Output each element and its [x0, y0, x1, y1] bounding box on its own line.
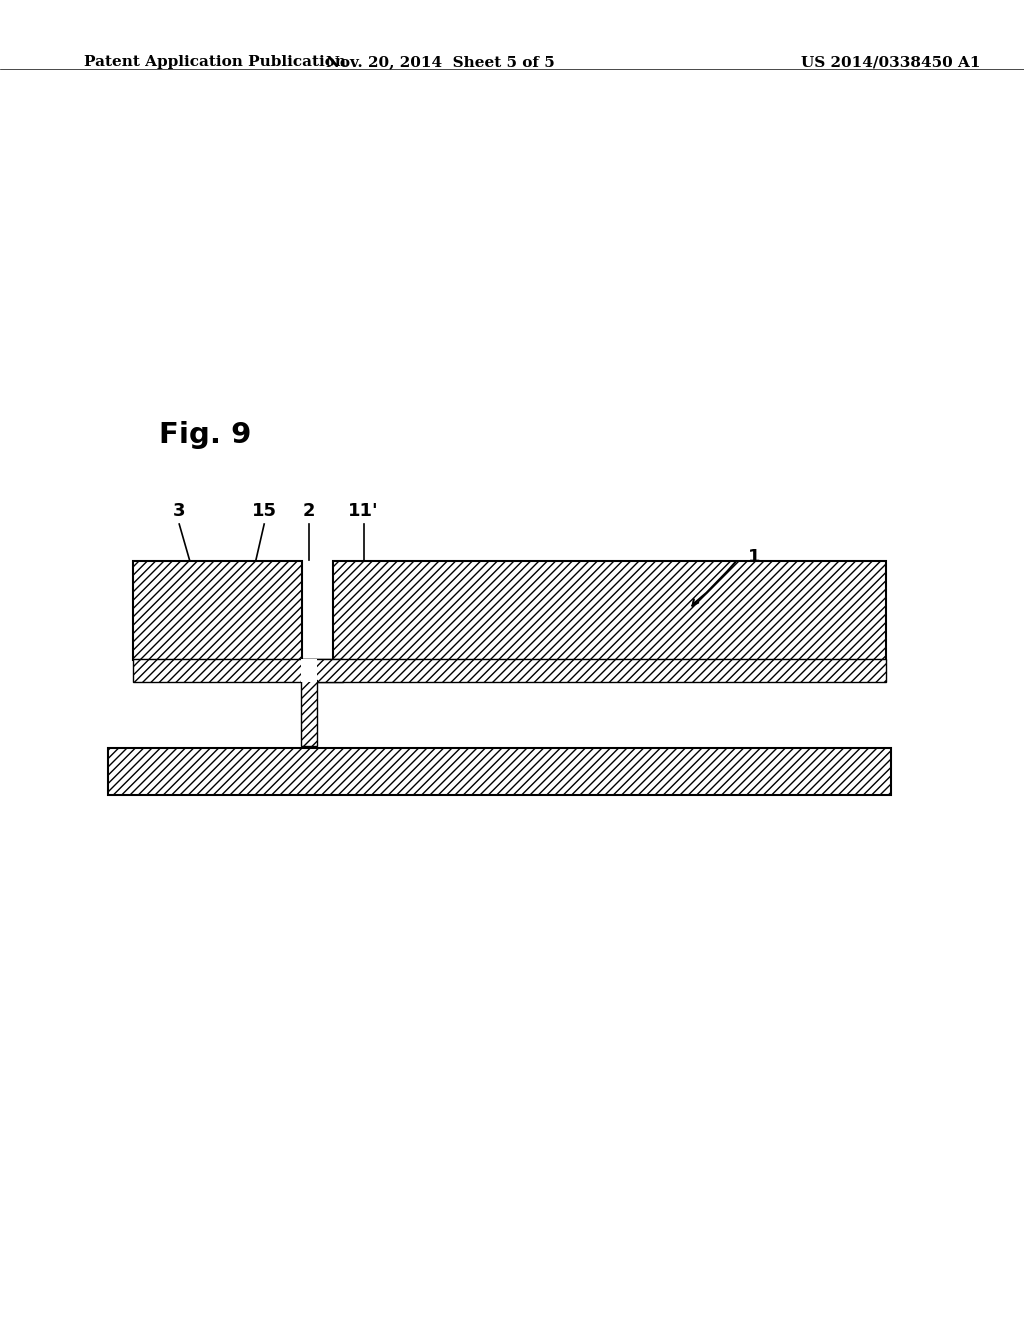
Text: 3: 3 [173, 502, 185, 520]
Bar [301, 659, 317, 682]
Bar [108, 748, 891, 795]
Text: US 2014/0338450 A1: US 2014/0338450 A1 [801, 55, 981, 70]
Text: 1: 1 [748, 548, 760, 566]
Bar [133, 659, 343, 682]
Text: 2: 2 [303, 502, 315, 520]
Text: Nov. 20, 2014  Sheet 5 of 5: Nov. 20, 2014 Sheet 5 of 5 [326, 55, 555, 70]
Bar [302, 659, 886, 682]
Bar [133, 561, 302, 660]
Bar [301, 680, 317, 746]
Text: 15: 15 [252, 502, 276, 520]
Text: Patent Application Publication: Patent Application Publication [84, 55, 346, 70]
Text: Fig. 9: Fig. 9 [159, 421, 251, 449]
Text: 11': 11' [348, 502, 379, 520]
Bar [333, 561, 886, 660]
